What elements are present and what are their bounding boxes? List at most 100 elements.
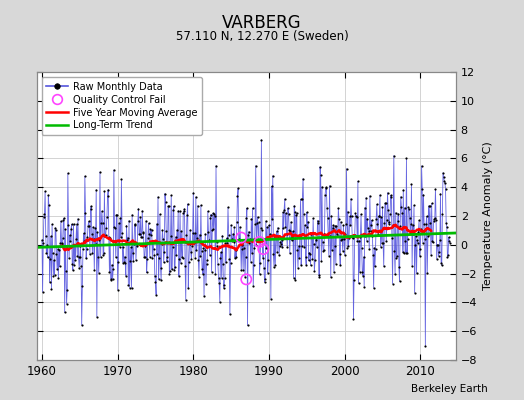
Point [267,183,276,190]
Point [135,231,143,238]
Point [408,263,416,269]
Point [310,240,318,247]
Point [400,204,409,211]
Point [240,245,248,252]
Point [324,232,332,239]
Point [143,256,151,262]
Point [416,246,424,252]
Point [68,221,76,228]
Point [260,279,269,285]
Point [406,230,414,236]
Point [221,240,230,246]
Point [409,222,417,229]
Point [184,259,193,265]
Point [96,169,104,175]
Point [239,267,247,273]
Point [186,227,194,233]
Point [162,228,170,234]
Point [291,277,300,283]
Point [211,213,219,219]
Point [51,225,59,231]
Point [49,250,57,256]
Point [373,201,381,208]
Point [156,211,164,218]
Point [77,262,85,269]
Point [90,236,98,243]
Point [155,276,163,282]
Point [122,272,130,279]
Point [151,273,159,280]
Point [443,224,451,231]
Point [194,256,203,263]
Point [177,228,185,234]
Point [419,191,428,198]
Point [239,238,248,244]
Point [201,231,210,237]
Point [89,224,97,230]
Point [220,282,228,288]
Point [351,232,359,238]
Point [130,221,139,227]
Point [282,231,291,237]
Point [369,251,377,258]
Point [80,230,88,236]
Point [329,222,337,228]
Point [57,240,66,247]
Point [330,269,338,275]
Point [266,232,274,238]
Point [195,232,204,238]
Point [367,222,375,228]
Point [61,226,70,232]
Point [146,226,155,233]
Point [316,172,325,178]
Point [269,172,277,179]
Point [71,242,79,248]
Point [180,208,188,214]
Point [376,244,385,250]
Point [164,203,172,209]
Point [296,196,304,202]
Point [314,220,322,226]
Point [162,258,171,265]
Point [418,186,427,192]
Point [241,274,249,280]
Point [220,285,228,291]
Point [140,254,149,260]
Point [439,170,447,176]
Point [184,285,192,292]
Point [115,220,123,226]
Point [182,232,191,238]
Point [253,220,261,226]
Point [52,250,61,257]
Point [351,210,359,217]
Point [402,155,411,162]
Point [333,230,341,237]
Point [217,249,225,256]
Point [130,241,138,247]
Point [378,204,387,210]
Point [80,237,89,244]
Point [280,207,288,213]
Point [230,224,238,231]
Point [259,246,267,252]
Point [321,192,329,198]
Point [427,251,435,258]
Point [144,234,152,241]
Point [363,238,371,244]
Point [435,249,443,256]
Point [359,272,367,279]
Point [237,267,245,274]
Point [405,206,413,212]
Point [356,268,364,275]
Point [170,266,179,273]
Point [179,210,188,217]
Point [72,236,80,242]
Point [276,242,284,249]
Point [192,246,201,253]
Point [424,203,433,209]
Point [201,247,209,253]
Point [259,241,267,248]
Point [147,226,156,233]
Point [320,231,329,237]
Point [125,218,133,224]
